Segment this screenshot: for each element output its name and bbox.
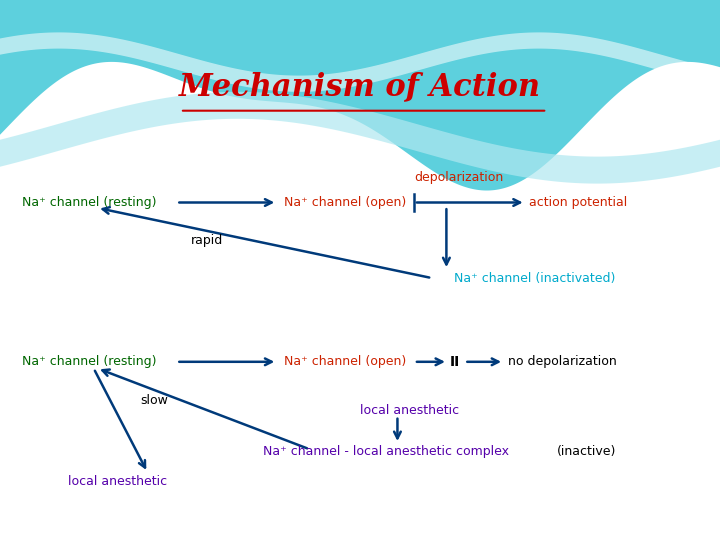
Text: depolarization: depolarization (414, 171, 503, 184)
Text: Na⁺ channel (resting): Na⁺ channel (resting) (22, 355, 156, 368)
Text: Na⁺ channel - local anesthetic complex: Na⁺ channel - local anesthetic complex (263, 446, 509, 458)
Text: II: II (450, 355, 460, 369)
Text: local anesthetic: local anesthetic (68, 475, 168, 488)
Polygon shape (0, 92, 720, 184)
Text: slow: slow (140, 394, 168, 407)
Text: rapid: rapid (191, 234, 223, 247)
Text: Na⁺ channel (resting): Na⁺ channel (resting) (22, 196, 156, 209)
Text: Na⁺ channel (open): Na⁺ channel (open) (284, 355, 407, 368)
Text: (inactive): (inactive) (557, 446, 616, 458)
Polygon shape (0, 32, 720, 92)
Text: local anesthetic: local anesthetic (360, 404, 459, 417)
Text: action potential: action potential (529, 196, 627, 209)
Text: Na⁺ channel (inactivated): Na⁺ channel (inactivated) (454, 272, 615, 285)
Text: Na⁺ channel (open): Na⁺ channel (open) (284, 196, 407, 209)
Text: Mechanism of Action: Mechanism of Action (179, 71, 541, 102)
Polygon shape (0, 0, 720, 191)
Text: no depolarization: no depolarization (508, 355, 616, 368)
